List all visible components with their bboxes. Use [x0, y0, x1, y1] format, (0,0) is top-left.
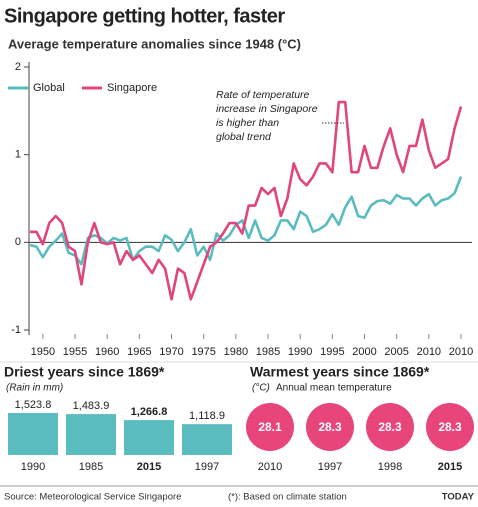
value-label: 28.1	[258, 420, 282, 434]
x-tick-label: 2000	[352, 346, 376, 358]
annotation: Rate of temperature	[216, 89, 310, 101]
x-tick-label: 1980	[224, 346, 248, 358]
category-label: 1985	[79, 461, 103, 473]
x-tick-label: 1995	[320, 346, 344, 358]
x-tick-label: 1950	[31, 346, 55, 358]
data-line	[29, 176, 463, 266]
bar	[66, 414, 116, 455]
value-label: 28.3	[318, 420, 342, 434]
source: Source: Meteorological Service Singapore	[4, 492, 181, 503]
category-label: 1998	[378, 461, 402, 473]
bar	[124, 420, 174, 455]
y-tick-label: 2	[15, 61, 21, 73]
category-label: 2015	[438, 461, 462, 473]
x-tick-label: 2010	[417, 346, 441, 358]
x-tick-label: 1975	[191, 346, 215, 358]
section-title: Driest years since 1869*	[4, 364, 165, 380]
x-tick-label: 1965	[127, 346, 151, 358]
section-title: Warmest years since 1869*	[250, 364, 430, 380]
dot	[366, 403, 414, 451]
bar	[8, 413, 58, 455]
dot	[426, 403, 474, 451]
value-label: 1,483.9	[73, 400, 110, 412]
brand: TODAY	[442, 492, 475, 503]
category-label: 2010	[258, 461, 282, 473]
title: Singapore getting hotter, faster	[4, 5, 285, 27]
unit: (°C)	[252, 383, 270, 394]
annotation: increase in Singapore	[216, 103, 318, 115]
category-label: 2015	[137, 461, 161, 473]
annotation: global trend	[216, 131, 272, 143]
dot	[306, 403, 354, 451]
legend-label: Singapore	[107, 82, 157, 94]
x-tick-label: 1960	[95, 346, 119, 358]
x-tick-label: 2010	[449, 346, 473, 358]
section-subtitle: Annual mean temperature	[276, 383, 392, 394]
x-tick-label: 2005	[384, 346, 408, 358]
y-tick-label: 1	[15, 149, 21, 161]
note: (*): Based on climate station	[228, 492, 347, 503]
x-tick-label: 1985	[256, 346, 280, 358]
annotation: is higher than	[216, 117, 279, 129]
x-tick-label: 1990	[288, 346, 312, 358]
y-tick-label: 0	[15, 236, 21, 248]
dot	[246, 403, 294, 451]
category-label: 1990	[21, 461, 45, 473]
value-label: 1,266.8	[131, 406, 168, 418]
category-label: 1997	[195, 461, 219, 473]
category-label: 1997	[318, 461, 342, 473]
data-line	[30, 100, 463, 301]
value-label: 1,118.9	[189, 410, 225, 422]
section-subtitle: (Rain in mm)	[6, 383, 63, 394]
y-tick-label: -1	[11, 324, 21, 336]
x-tick-label: 1970	[159, 346, 183, 358]
legend-label: Global	[33, 82, 65, 94]
x-tick-label: 1955	[63, 346, 87, 358]
bar	[182, 424, 232, 455]
value-label: 28.3	[378, 420, 402, 434]
value-label: 28.3	[438, 420, 462, 434]
subtitle: Average temperature anomalies since 1948…	[8, 36, 301, 51]
value-label: 1,523.8	[15, 399, 52, 411]
